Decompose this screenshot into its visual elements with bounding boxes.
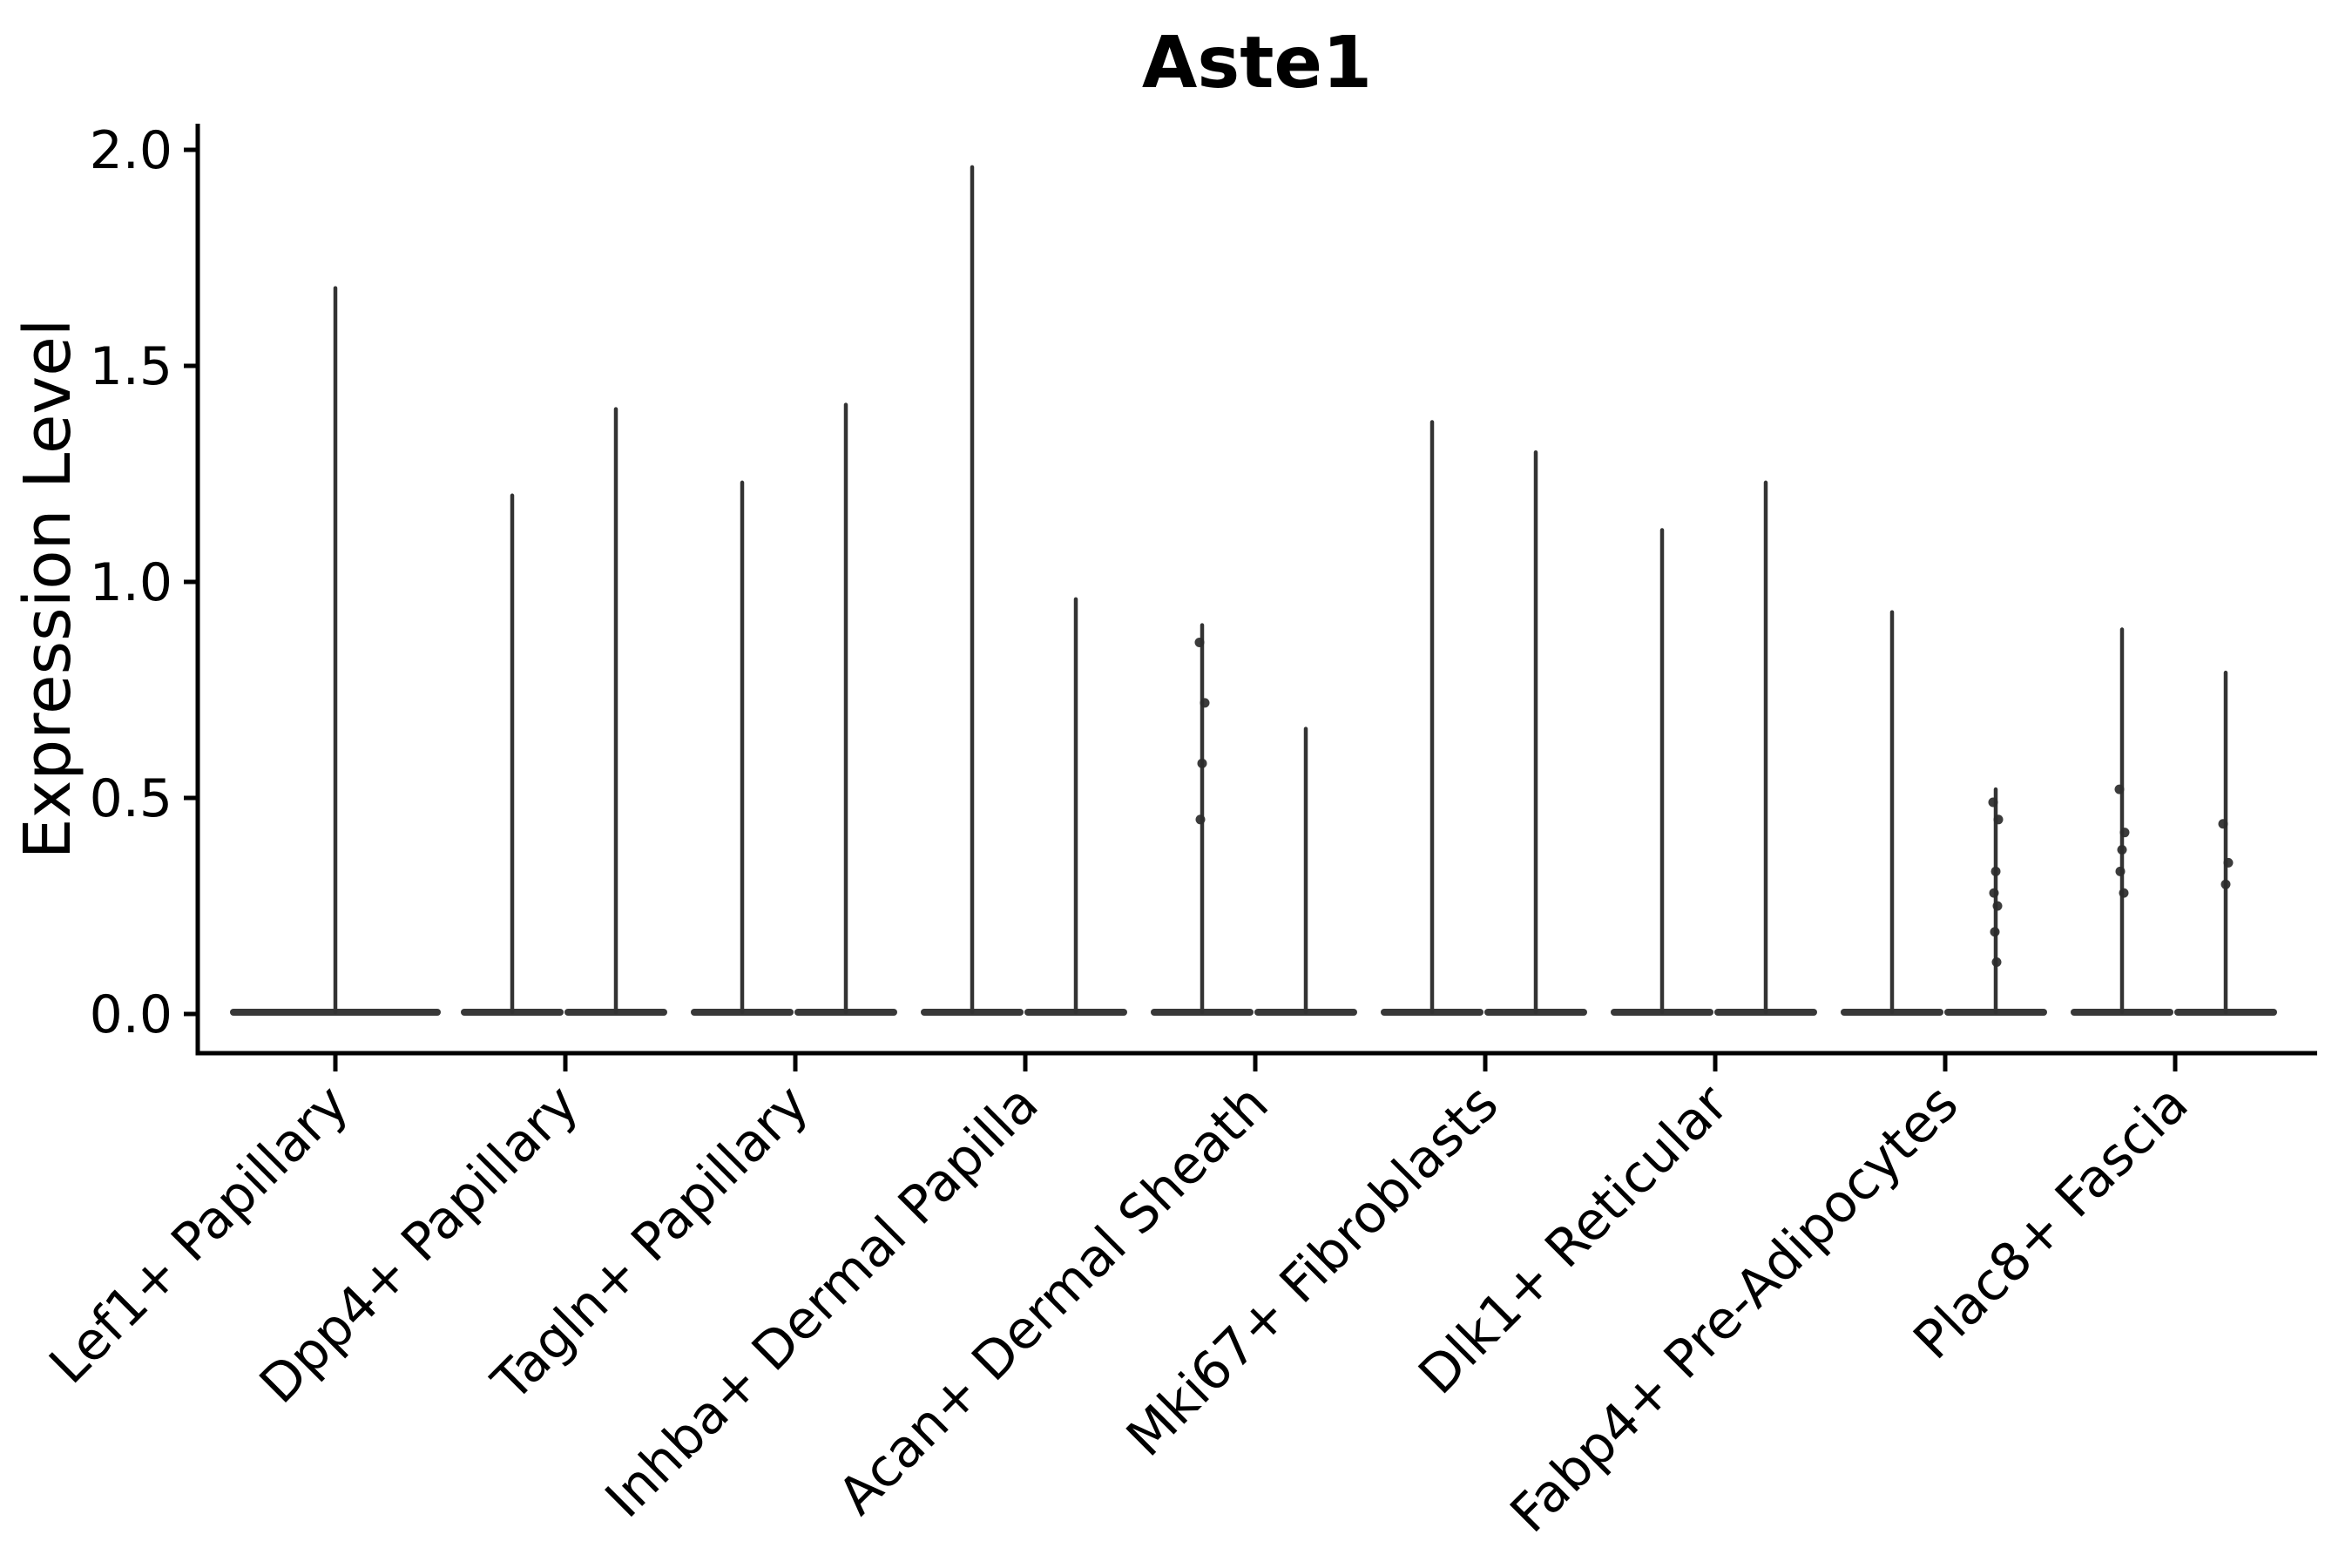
y-tick-label: 0.0: [90, 984, 172, 1045]
jitter-dot: [2223, 857, 2234, 868]
jitter-dot: [2115, 866, 2126, 876]
violin-group: [921, 165, 1127, 1016]
x-tick-label: Acan+ Dermal Sheath: [827, 1073, 1281, 1527]
jitter-dot: [1988, 797, 1998, 808]
jitter-dot: [1195, 814, 1206, 825]
jitter-dot: [1992, 901, 2003, 911]
violin-group: [1151, 623, 1357, 1016]
y-tick-label: 1.0: [90, 552, 172, 613]
y-tick-label: 0.5: [90, 768, 172, 829]
jitter-dot: [1989, 888, 1999, 898]
x-tick-label: Fabp4+ Pre-Adipocytes: [1499, 1073, 1970, 1544]
y-tick-label: 2.0: [90, 120, 172, 181]
x-tick-label: Mki67+ Fibroblasts: [1115, 1073, 1511, 1469]
jitter-dot: [1991, 956, 2002, 967]
jitter-dot: [1194, 637, 1205, 647]
jitter-dot: [2114, 784, 2125, 794]
jitter-dot: [2119, 888, 2129, 898]
jitter-dot: [1200, 698, 1210, 708]
jitter-dot: [2220, 879, 2231, 889]
jitter-dot: [2117, 845, 2127, 855]
violin-group: [691, 402, 897, 1016]
jitter-dot: [1990, 927, 2000, 937]
plot-title: Aste1: [1142, 22, 1372, 105]
violin-group: [1381, 420, 1587, 1016]
jitter-dot: [1990, 866, 2001, 876]
x-tick-label: Inhba+ Dermal Papilla: [594, 1073, 1051, 1530]
jitter-dot: [1993, 814, 2004, 825]
y-tick-labels: 0.0 0.5 1.0 1.5 2.0: [90, 120, 172, 1045]
jitter-dot: [2218, 819, 2228, 829]
violin-group: [1611, 480, 1817, 1016]
violin-group: [1841, 610, 2047, 1016]
y-axis-label: Expression Level: [10, 319, 85, 860]
violin-group: [230, 286, 441, 1016]
violin-group: [2071, 627, 2277, 1016]
axes-layer: [184, 124, 2317, 1071]
violin-group: [461, 407, 667, 1016]
violin-layer: [230, 165, 2277, 1016]
jitter-dot: [1197, 758, 1207, 768]
y-tick-label: 1.5: [90, 336, 172, 397]
jitter-dot: [2119, 828, 2130, 838]
